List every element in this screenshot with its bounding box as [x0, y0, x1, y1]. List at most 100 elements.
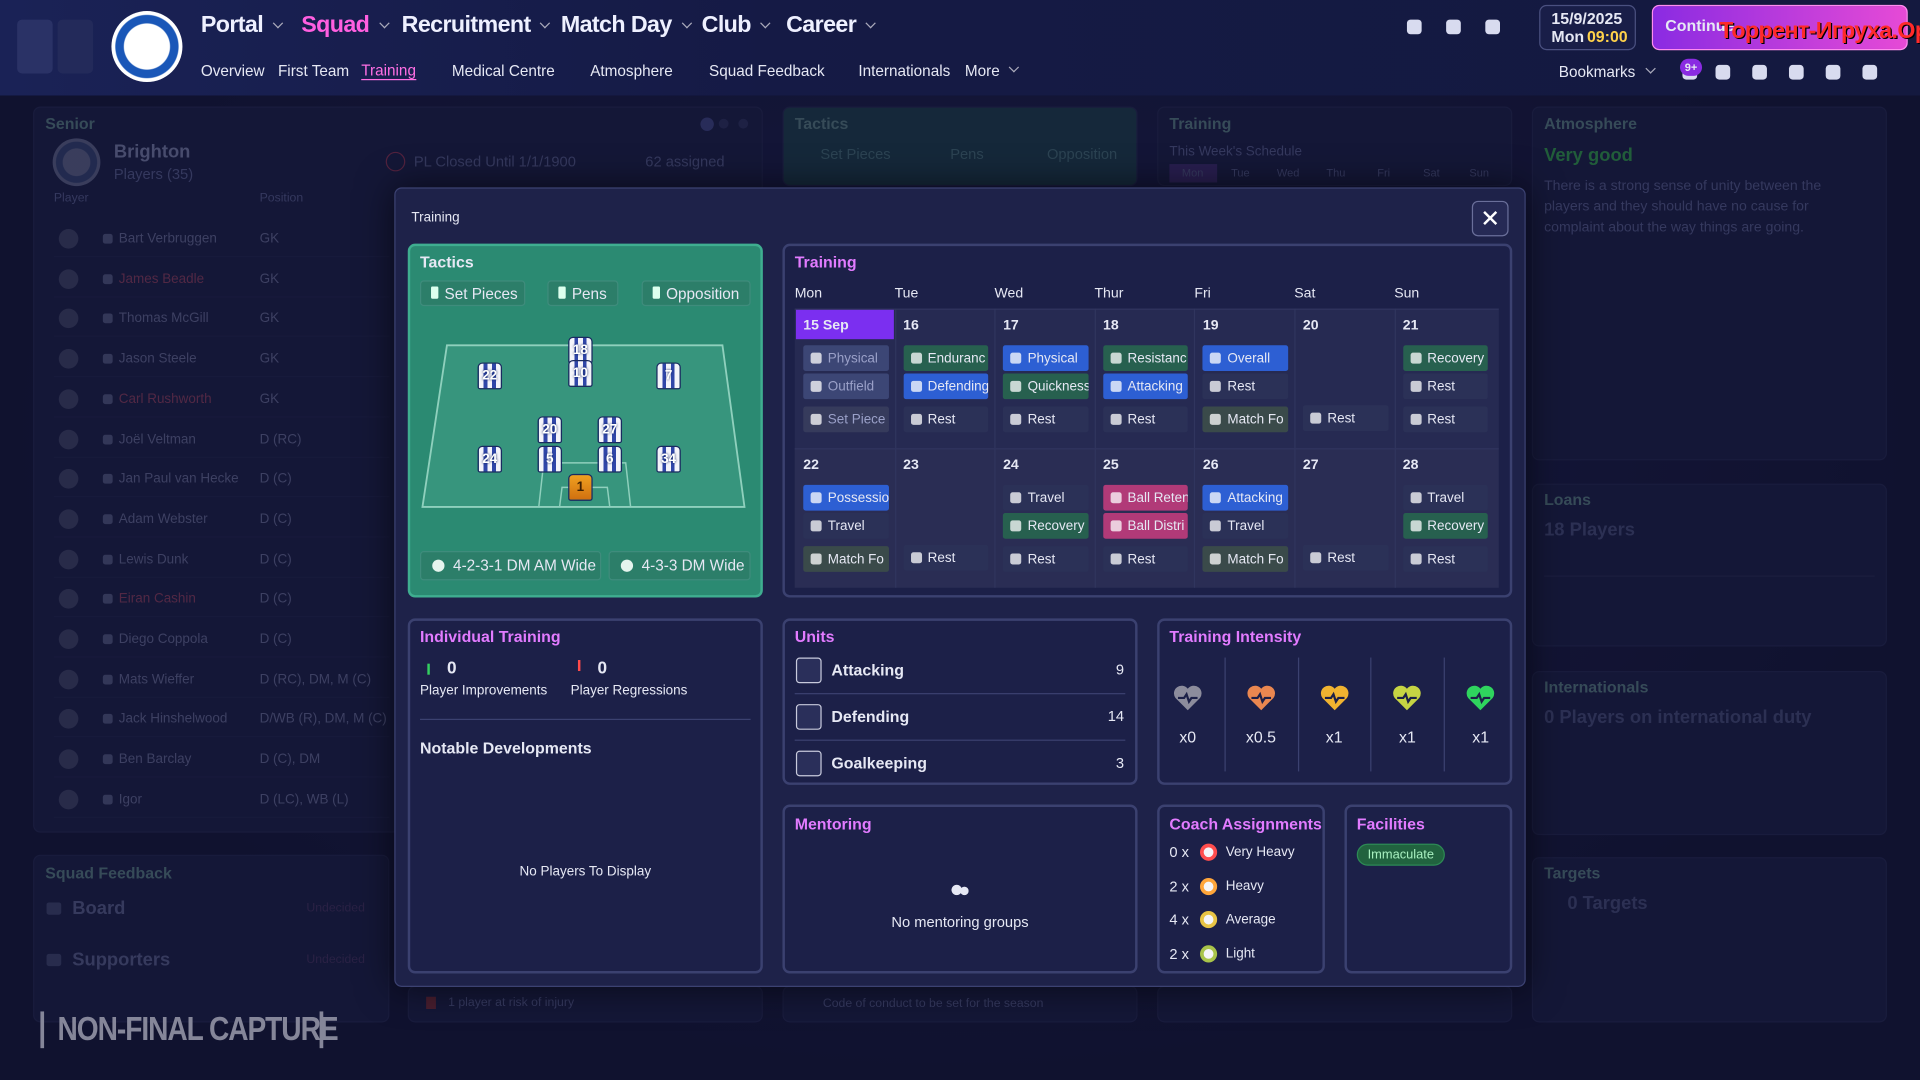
training-session[interactable]: Match Fo — [803, 546, 889, 572]
toolbar-icon[interactable] — [1715, 64, 1731, 80]
training-session[interactable]: Physical — [803, 345, 889, 372]
training-session[interactable]: Rest — [1302, 544, 1389, 571]
player-name[interactable]: Eiran Cashin — [118, 591, 196, 607]
forward-button[interactable] — [57, 19, 94, 74]
training-session[interactable]: Rest — [1302, 405, 1389, 432]
shirt-number: 20 — [542, 422, 558, 438]
player-shirt[interactable] — [656, 362, 681, 390]
toolbar-icon[interactable] — [1825, 64, 1841, 80]
training-session[interactable]: Overall — [1202, 345, 1289, 372]
nav-submenu[interactable]: Internationals — [858, 62, 951, 80]
training-session[interactable]: Travel — [803, 513, 889, 539]
training-session[interactable]: Rest — [1103, 406, 1189, 433]
tactics-tab[interactable] — [547, 280, 619, 307]
player-position: D (LC), WB (L) — [259, 791, 349, 807]
unit-name[interactable]: Defending — [831, 707, 910, 726]
toolbar-icon[interactable] — [1862, 64, 1878, 80]
training-session[interactable]: Match Fo — [1202, 546, 1289, 572]
player-shirt[interactable] — [477, 445, 503, 473]
training-session[interactable]: Set Piece — [803, 406, 889, 433]
player-name[interactable]: Carl Rushworth — [118, 391, 212, 407]
player-shirt[interactable] — [477, 362, 503, 390]
training-session[interactable]: Rest — [1402, 546, 1488, 572]
training-session[interactable]: Rest — [1202, 373, 1289, 400]
nav-menu[interactable]: Match Day — [561, 12, 690, 39]
training-session[interactable]: Match Fo — [1202, 406, 1289, 433]
training-session[interactable]: Travel — [1003, 484, 1089, 511]
player-name[interactable]: Igor — [118, 791, 143, 807]
nav-submenu[interactable]: More — [965, 62, 1018, 79]
unit-icon — [795, 704, 822, 730]
facilities-rating: Immaculate — [1367, 847, 1435, 863]
bookmarks[interactable]: Bookmarks — [1559, 64, 1654, 81]
training-session[interactable]: Rest — [1003, 406, 1089, 433]
nav-menu[interactable]: Career — [786, 12, 874, 39]
player-shirt[interactable] — [656, 445, 681, 473]
training-session[interactable]: Rest — [1402, 406, 1488, 433]
player-name[interactable]: Ben Barclay — [118, 751, 192, 767]
training-session[interactable]: Recovery — [1003, 513, 1089, 539]
training-session[interactable]: Rest — [903, 406, 989, 433]
player-name[interactable]: Lewis Dunk — [118, 551, 189, 567]
player-name[interactable]: Bart Verbruggen — [118, 231, 217, 247]
player-name[interactable]: Diego Coppola — [118, 631, 208, 647]
nav-menu[interactable]: Squad — [301, 12, 387, 39]
training-session[interactable]: Attacking — [1103, 373, 1189, 400]
nav-submenu[interactable]: Training — [361, 61, 416, 81]
nav-menu[interactable]: Recruitment — [402, 12, 549, 39]
nav-submenu[interactable]: Overview — [200, 62, 265, 80]
player-shirt[interactable] — [568, 473, 593, 501]
back-button[interactable] — [17, 19, 53, 74]
player-name[interactable]: Thomas McGill — [118, 311, 209, 327]
training-session[interactable]: Ball Distri — [1103, 513, 1189, 539]
training-session[interactable]: Recovery — [1402, 345, 1488, 372]
nav-menu[interactable]: Club — [702, 12, 770, 39]
player-shirt[interactable] — [568, 336, 593, 364]
session-label: Ball Distri — [1127, 518, 1185, 534]
formation-button[interactable] — [420, 551, 602, 581]
nav-icon[interactable] — [1406, 19, 1422, 35]
training-session[interactable]: Enduranc — [903, 345, 989, 372]
nav-submenu[interactable]: Atmosphere — [590, 62, 673, 80]
training-session[interactable]: Rest — [1103, 546, 1189, 572]
players-count: Players (35) — [113, 165, 194, 183]
nav-submenu[interactable]: Medical Centre — [451, 62, 555, 80]
nav-submenu[interactable]: Squad Feedback — [708, 62, 825, 80]
continue-button[interactable] — [1651, 4, 1908, 51]
training-session[interactable]: Travel — [1402, 484, 1488, 511]
training-session[interactable]: Recovery — [1402, 513, 1488, 539]
unit-name[interactable]: Goalkeeping — [831, 753, 927, 773]
training-session[interactable]: Defending — [903, 373, 989, 400]
unit-name[interactable]: Attacking — [831, 660, 904, 679]
training-session[interactable]: Possessio — [803, 484, 889, 511]
player-shirt[interactable] — [597, 445, 623, 473]
training-session[interactable]: Outfield — [803, 373, 889, 400]
player-name[interactable]: Adam Webster — [118, 511, 208, 527]
player-name[interactable]: Jack Hinshelwood — [118, 711, 228, 727]
player-name[interactable]: Joël Veltman — [118, 431, 196, 447]
session-label: Rest — [1427, 412, 1455, 427]
training-session[interactable]: Quickness — [1003, 373, 1089, 400]
training-session[interactable]: Travel — [1202, 513, 1289, 539]
training-session[interactable]: Resistanc — [1103, 345, 1189, 372]
player-name[interactable]: Jan Paul van Hecke — [118, 471, 239, 487]
nav-icon[interactable] — [1446, 19, 1461, 35]
toolbar-icon[interactable] — [1788, 64, 1804, 80]
player-shirt[interactable] — [597, 416, 623, 444]
training-session[interactable]: Rest — [1003, 546, 1089, 572]
nav-submenu[interactable]: First Team — [277, 62, 350, 80]
nav-menu[interactable]: Portal — [201, 12, 282, 39]
player-shirt[interactable] — [568, 360, 593, 387]
player-name[interactable]: Mats Wieffer — [118, 671, 195, 687]
nav-icon[interactable] — [1485, 19, 1500, 35]
training-session[interactable]: Physical — [1003, 345, 1089, 372]
toolbar-icon[interactable] — [1752, 64, 1767, 80]
player-shirt[interactable] — [537, 416, 563, 444]
player-shirt[interactable] — [537, 445, 563, 473]
training-session[interactable]: Rest — [903, 544, 989, 571]
player-name[interactable]: Jason Steele — [118, 351, 197, 367]
training-session[interactable]: Ball Reten — [1103, 484, 1189, 511]
training-session[interactable]: Attacking — [1202, 484, 1289, 511]
player-name[interactable]: James Beadle — [118, 271, 205, 287]
training-session[interactable]: Rest — [1402, 373, 1488, 400]
